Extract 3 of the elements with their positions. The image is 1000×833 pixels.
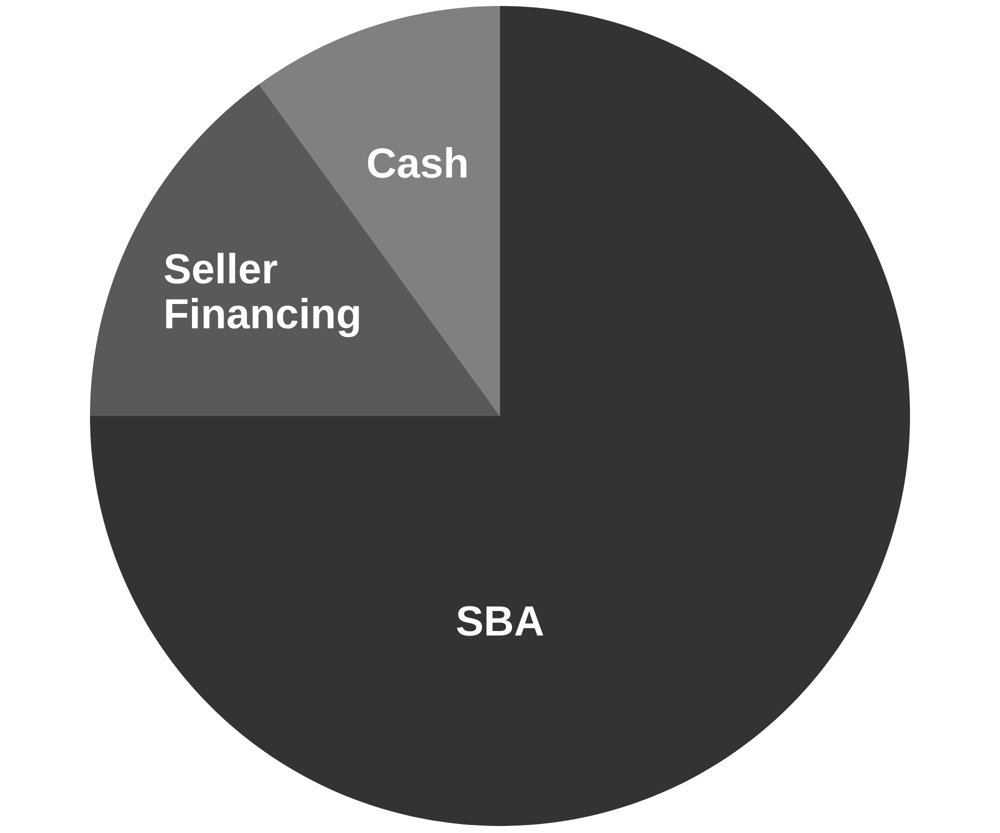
slice-label: SBA — [456, 606, 544, 636]
slice-label: Seller Financing — [164, 252, 359, 338]
slice-label: Cash — [368, 147, 466, 178]
